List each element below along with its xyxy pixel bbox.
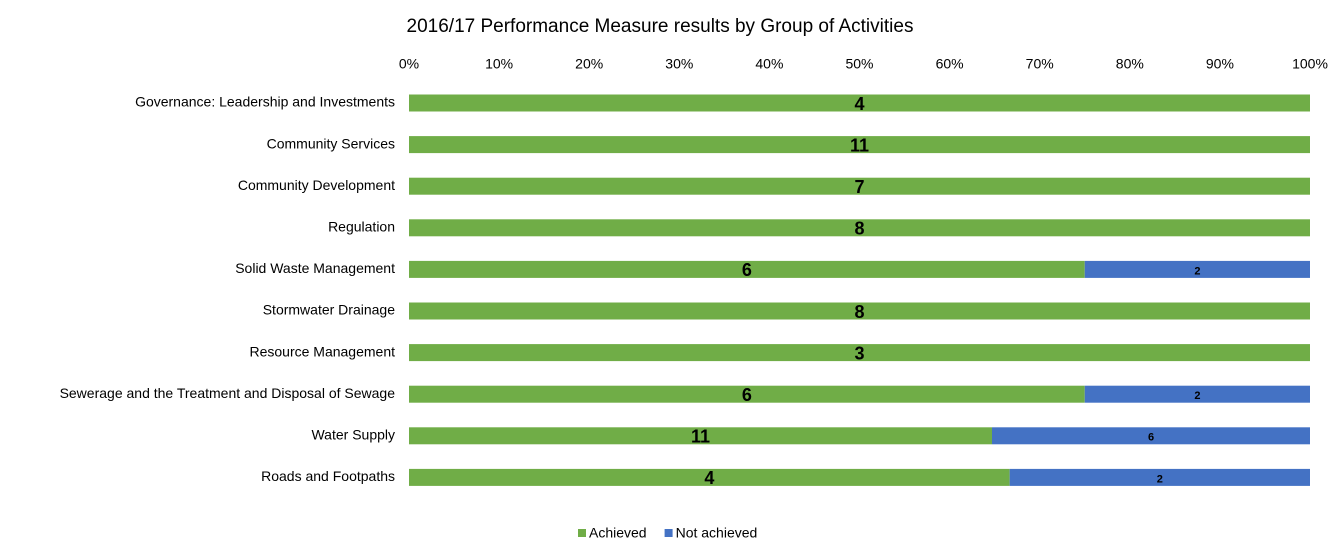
y-tick-label: Community Services <box>267 135 395 151</box>
data-label: 6 <box>1148 432 1154 444</box>
data-label: 11 <box>691 427 710 447</box>
bar-segment <box>409 344 1310 362</box>
legend-swatch <box>664 529 673 537</box>
data-label: 2 <box>1194 390 1200 402</box>
x-tick-label: 60% <box>936 56 964 72</box>
x-tick-label: 70% <box>1026 56 1054 72</box>
bar-segment <box>409 385 1085 403</box>
y-tick-label: Regulation <box>328 219 395 235</box>
legend-swatch <box>578 529 586 537</box>
data-label: 2 <box>1194 265 1200 277</box>
bar-segment <box>409 219 1310 237</box>
x-tick-label: 100% <box>1292 56 1328 72</box>
x-tick-label: 90% <box>1206 56 1234 72</box>
bar-segment <box>409 260 1085 278</box>
bar-segment <box>409 302 1310 320</box>
data-label: 6 <box>742 385 752 405</box>
data-label: 8 <box>854 302 864 322</box>
data-label: 11 <box>850 135 869 155</box>
bar-segment <box>409 94 1310 112</box>
bar-segment <box>409 427 992 445</box>
bar-segment <box>1084 385 1310 403</box>
y-tick-label: Governance: Leadership and Investments <box>135 94 395 110</box>
chart-title: 2016/17 Performance Measure results by G… <box>407 16 914 37</box>
bar-segment <box>992 427 1310 445</box>
bar-segment <box>409 177 1310 195</box>
y-tick-label: Stormwater Drainage <box>263 302 395 318</box>
x-tick-label: 30% <box>665 56 693 72</box>
legend-label: Not achieved <box>676 525 758 540</box>
x-tick-label: 20% <box>575 56 603 72</box>
data-label: 4 <box>704 468 714 488</box>
y-tick-label: Resource Management <box>249 343 395 359</box>
data-label: 4 <box>854 94 864 114</box>
bar-segment <box>1009 468 1310 486</box>
bar-segment <box>1084 260 1310 278</box>
x-tick-label: 50% <box>845 56 873 72</box>
y-tick-label: Sewerage and the Treatment and Disposal … <box>60 385 396 401</box>
data-label: 7 <box>854 177 864 197</box>
y-tick-label: Roads and Footpaths <box>261 468 395 484</box>
x-tick-label: 80% <box>1116 56 1144 72</box>
x-tick-label: 0% <box>399 56 419 72</box>
legend-label: Achieved <box>589 525 647 540</box>
y-tick-label: Community Development <box>238 177 395 193</box>
y-tick-label: Solid Waste Management <box>235 260 395 276</box>
data-label: 8 <box>854 219 864 239</box>
bar-segment <box>409 468 1010 486</box>
x-tick-label: 40% <box>755 56 783 72</box>
y-tick-label: Water Supply <box>311 427 395 443</box>
data-label: 2 <box>1157 473 1163 485</box>
x-tick-label: 10% <box>485 56 513 72</box>
data-label: 6 <box>742 260 752 280</box>
bar-segment <box>409 136 1310 154</box>
data-label: 3 <box>854 343 864 363</box>
